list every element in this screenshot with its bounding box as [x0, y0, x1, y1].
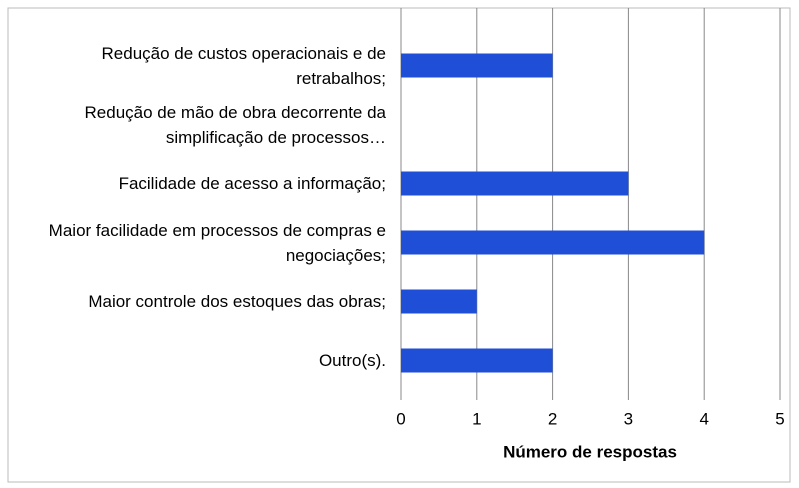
- x-tick-label: 4: [699, 409, 708, 428]
- x-tick-label: 2: [548, 409, 557, 428]
- x-tick-label: 3: [624, 409, 633, 428]
- bar: [401, 230, 705, 255]
- bar: [401, 171, 629, 196]
- bar: [401, 53, 553, 78]
- bar: [401, 289, 477, 314]
- y-tick-label: Maior facilidade em processos de compras…: [48, 220, 386, 265]
- x-tick-label: 5: [775, 409, 784, 428]
- x-axis-label: Número de respostas: [503, 442, 677, 461]
- chart-frame: [7, 7, 791, 483]
- y-tick-label: Maior controle dos estoques das obras;: [88, 292, 386, 311]
- y-tick-label: Redução de custos operacionais e de retr…: [101, 43, 386, 88]
- x-tick-label: 0: [396, 409, 405, 428]
- x-tick-label: 1: [472, 409, 481, 428]
- y-tick-label: Outro(s).: [318, 351, 386, 370]
- y-tick-label: Facilidade de acesso a informação;: [118, 174, 386, 193]
- bar: [401, 348, 553, 373]
- y-tick-label: Redução de mão de obra decorrente da sim…: [84, 102, 386, 147]
